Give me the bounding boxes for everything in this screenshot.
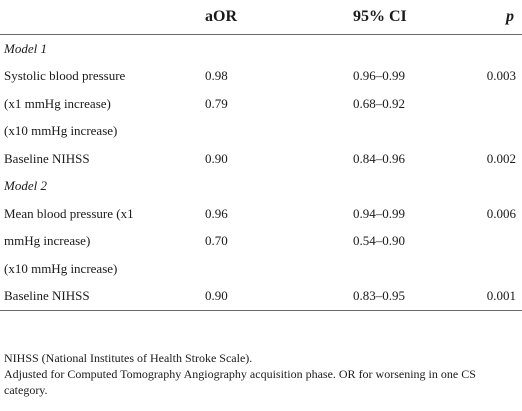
cell-aor [205, 118, 353, 146]
table-row: (x10 mmHg increase) [0, 118, 522, 146]
cell-p [473, 118, 522, 146]
cell-ci [353, 35, 473, 63]
table-footnotes: NIHSS (National Institutes of Health Str… [4, 350, 518, 398]
cell-aor [205, 255, 353, 283]
cell-ci [353, 255, 473, 283]
header-ci: 95% CI [353, 0, 473, 35]
footnote-adjustment: Adjusted for Computed Tomography Angiogr… [4, 367, 476, 397]
table-row: Model 2 [0, 173, 522, 201]
cell-aor: 0.98 [205, 68, 228, 84]
header-aor: aOR [205, 0, 353, 35]
cell-p: 0.003 [486, 68, 516, 84]
cell-p: 0.006 [486, 205, 516, 221]
table-row: (x1 mmHg increase) 0.79 0.68–0.92 [0, 90, 522, 118]
header-label [0, 0, 205, 35]
cell-ci: 0.54–0.90 [353, 233, 405, 249]
row-label: Systolic blood pressure [4, 68, 126, 84]
results-table-container: aOR 95% CI p Model 1 Systolic blood pres… [0, 0, 522, 311]
row-label: mmHg increase) [4, 233, 91, 249]
cell-ci: 0.94–0.99 [353, 205, 405, 221]
cell-ci [353, 173, 473, 201]
table-row: Model 1 [0, 35, 522, 63]
cell-ci [353, 118, 473, 146]
cell-aor [205, 173, 353, 201]
row-label: Baseline NIHSS [0, 282, 205, 311]
cell-p [473, 90, 522, 118]
cell-aor: 0.90 [205, 150, 228, 166]
table-body: Model 1 Systolic blood pressure 0.98 0.9… [0, 35, 522, 311]
cell-p: 0.001 [473, 282, 522, 311]
row-label: Baseline NIHSS [4, 150, 90, 166]
cell-aor: 0.90 [205, 282, 353, 311]
cell-ci: 0.68–0.92 [353, 95, 405, 111]
footnote-abbreviation: NIHSS (National Institutes of Health Str… [4, 351, 253, 365]
table-row: Systolic blood pressure 0.98 0.96–0.99 0… [0, 63, 522, 91]
header-p: p [473, 0, 522, 35]
cell-ci: 0.84–0.96 [353, 150, 405, 166]
cell-aor: 0.70 [205, 233, 228, 249]
cell-p [473, 35, 522, 63]
cell-p: 0.002 [486, 150, 516, 166]
row-label: (x1 mmHg increase) [4, 95, 111, 111]
cell-p [473, 255, 522, 283]
table-header-row: aOR 95% CI p [0, 0, 522, 35]
cell-ci: 0.83–0.95 [353, 282, 473, 311]
section-label: Model 2 [4, 178, 47, 194]
cell-p [473, 228, 522, 256]
cell-aor: 0.96 [205, 205, 228, 221]
results-table: aOR 95% CI p Model 1 Systolic blood pres… [0, 0, 522, 311]
table-row: Baseline NIHSS 0.90 0.83–0.95 0.001 [0, 282, 522, 311]
cell-ci: 0.96–0.99 [353, 68, 405, 84]
table-row: mmHg increase) 0.70 0.54–0.90 [0, 228, 522, 256]
cell-aor: 0.79 [205, 95, 228, 111]
table-row: Mean blood pressure (x1 0.96 0.94–0.99 0… [0, 200, 522, 228]
row-label: Mean blood pressure (x1 [4, 205, 134, 221]
table-row: (x10 mmHg increase) [0, 255, 522, 283]
row-label: (x10 mmHg increase) [4, 260, 118, 276]
row-label: (x10 mmHg increase) [4, 123, 118, 139]
cell-p [473, 173, 522, 201]
cell-aor [205, 35, 353, 63]
section-label: Model 1 [4, 40, 47, 56]
table-row: Baseline NIHSS 0.90 0.84–0.96 0.002 [0, 145, 522, 173]
